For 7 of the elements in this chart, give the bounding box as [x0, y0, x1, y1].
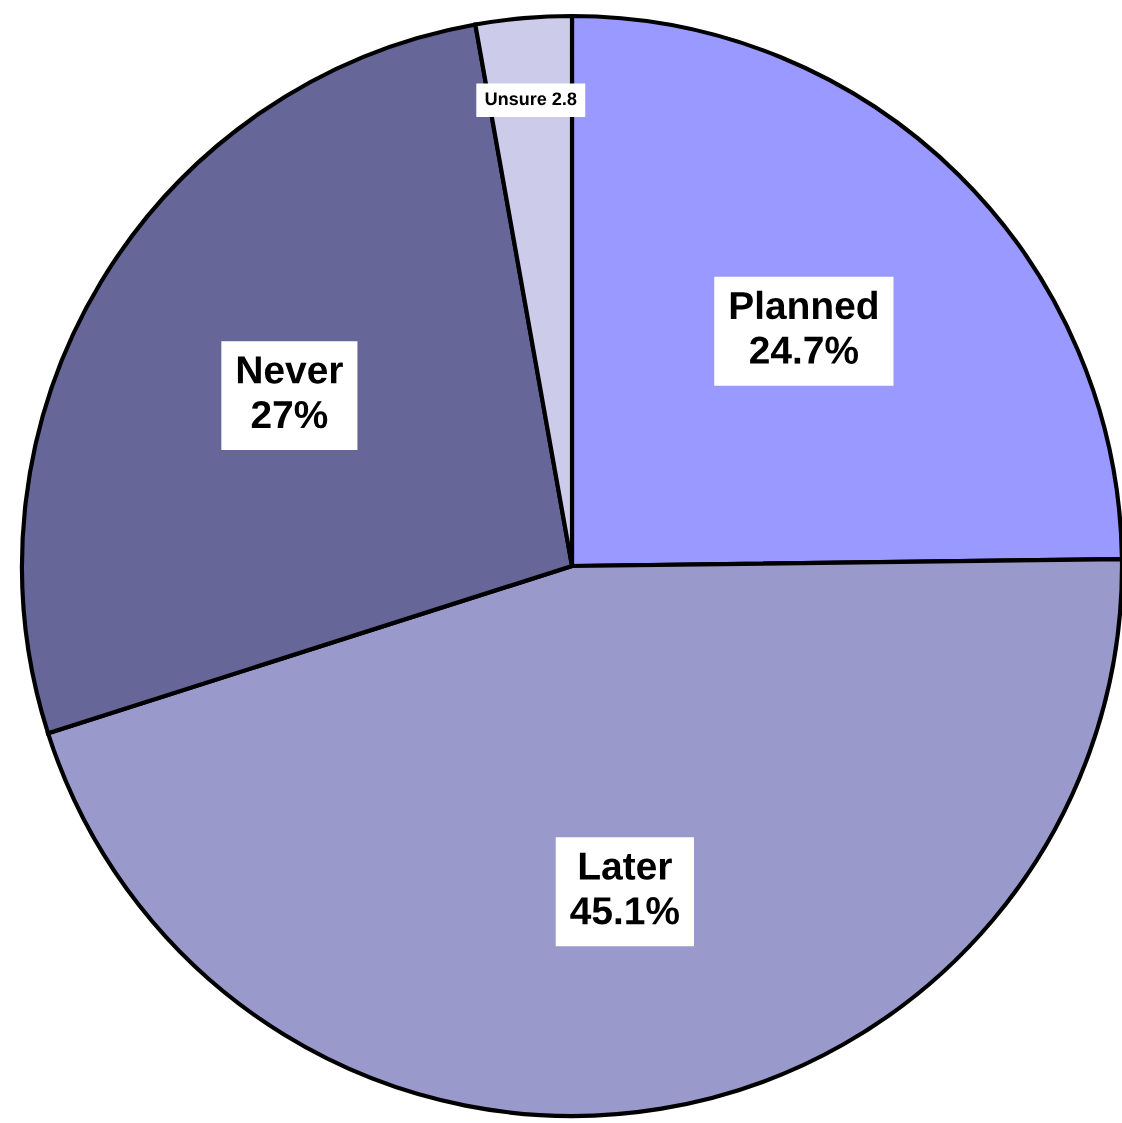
- data-label: 24.7%: [750, 336, 858, 364]
- data-label: 45.1%: [570, 897, 679, 925]
- slice-label: Later: [579, 852, 672, 880]
- data-label: 27%: [251, 400, 328, 429]
- slice-label: Planned: [730, 290, 877, 320]
- slice-label: Never: [237, 356, 343, 384]
- slice-label: Unsure 2.8: [485, 92, 577, 106]
